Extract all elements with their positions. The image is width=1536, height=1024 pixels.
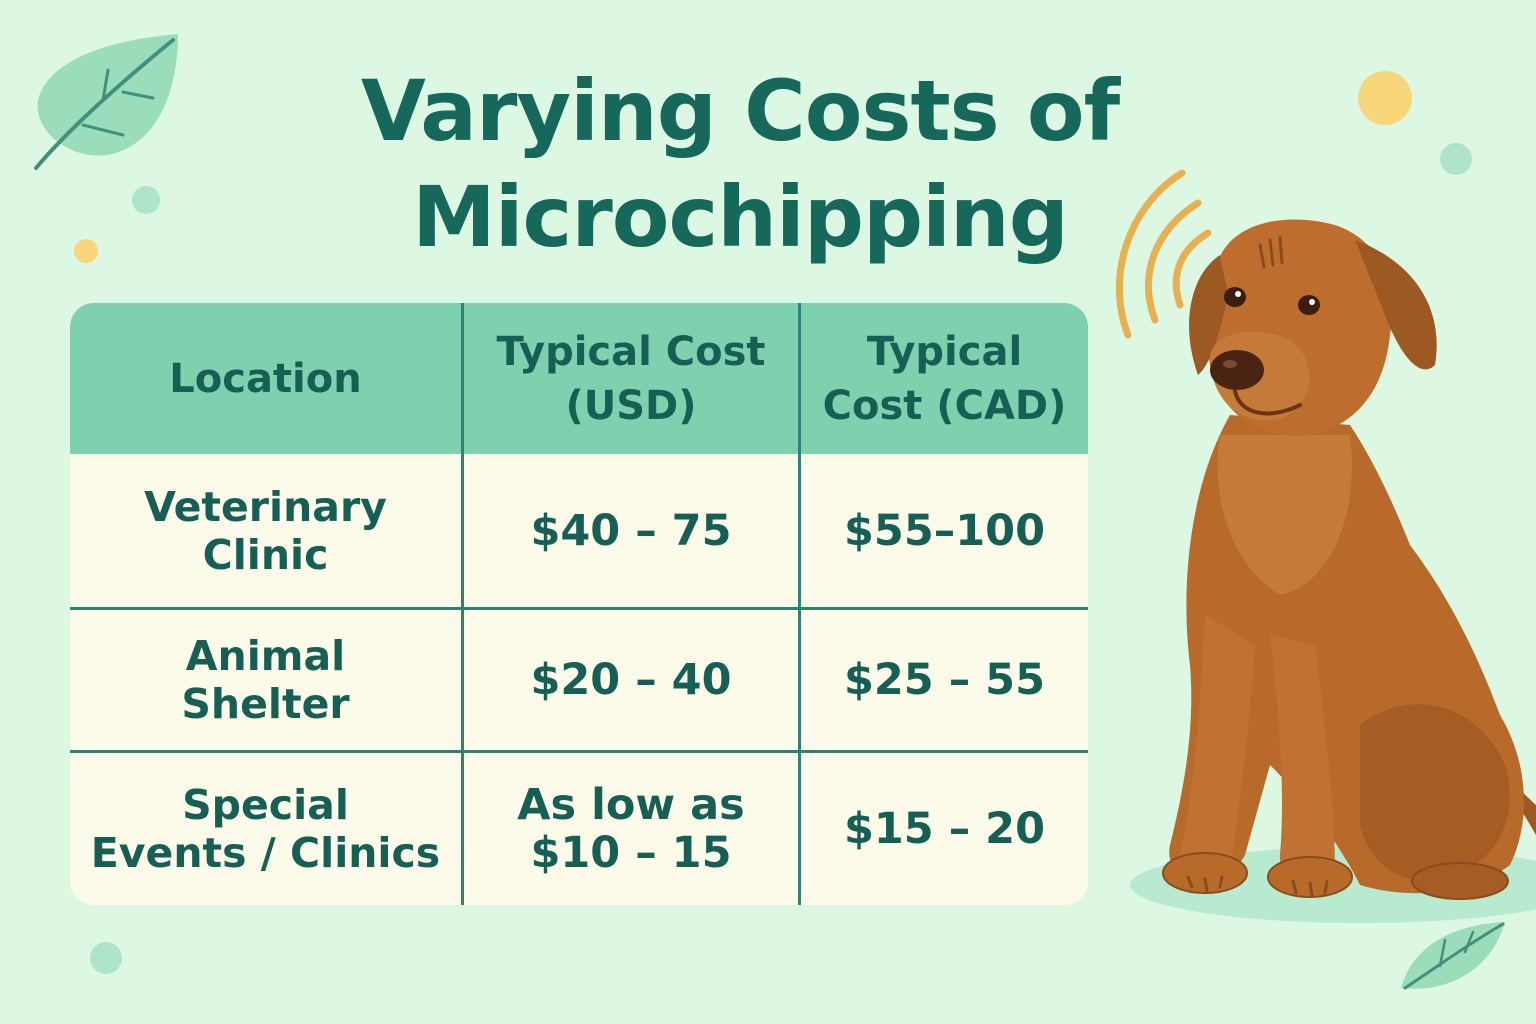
header-usd-line-1: Typical Cost [496, 328, 766, 375]
row-veterinary-cad: $55–100 [798, 454, 1088, 607]
leaf-icon [1401, 922, 1505, 990]
cad-value: $25 – 55 [843, 655, 1046, 705]
location-line-1: Animal [185, 632, 346, 680]
page-title: Varying Costs of Microchipping [330, 58, 1150, 270]
decorative-dot [74, 239, 98, 263]
header-cad-line-1: Typical [866, 328, 1023, 375]
usd-value-line-1: As low as [517, 780, 745, 830]
row-events-cad: $15 – 20 [798, 750, 1088, 905]
cad-value: $55–100 [843, 505, 1046, 556]
header-location: Location [70, 303, 461, 454]
row-events-usd: As low as $10 – 15 [461, 750, 798, 905]
usd-value: $20 – 40 [530, 655, 732, 705]
row-shelter-location: Animal Shelter [70, 607, 461, 750]
location-line-2: Events / Clinics [90, 829, 441, 877]
row-veterinary-location: Veterinary Clinic [70, 454, 461, 607]
title-line-2: Microchipping [412, 168, 1069, 266]
row-shelter-usd: $20 – 40 [461, 607, 798, 750]
header-cad-line-2: Cost (CAD) [822, 382, 1067, 429]
dog-illustration [1115, 169, 1536, 923]
row-events-location: Special Events / Clinics [70, 750, 461, 905]
header-cad: Typical Cost (CAD) [798, 303, 1088, 454]
usd-value-line-2: $10 – 15 [530, 828, 732, 878]
decorative-dot [1358, 71, 1412, 125]
row-shelter-cad: $25 – 55 [798, 607, 1088, 750]
location-line-2: Clinic [202, 530, 329, 579]
location-line-2: Shelter [181, 680, 350, 728]
header-usd: Typical Cost (USD) [461, 303, 798, 454]
usd-value: $40 – 75 [530, 505, 732, 556]
leaf-icon [34, 34, 178, 170]
location-line-1: Veterinary [144, 482, 387, 531]
signal-waves-icon [1115, 169, 1212, 339]
location-line-1: Special [182, 781, 349, 829]
header-usd-line-2: (USD) [565, 382, 697, 429]
title-line-1: Varying Costs of [360, 62, 1120, 160]
cost-table: Location Typical Cost (USD) Typical Cost… [70, 303, 1088, 905]
decorative-dot [90, 942, 122, 974]
header-location-label: Location [169, 355, 362, 402]
cad-value: $15 – 20 [843, 804, 1046, 854]
decorative-dot [1440, 143, 1472, 175]
row-veterinary-usd: $40 – 75 [461, 454, 798, 607]
decorative-dot [132, 186, 160, 214]
